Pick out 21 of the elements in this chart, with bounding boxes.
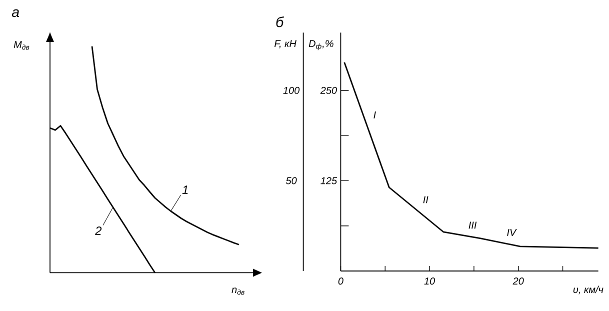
chart-title: б: [276, 16, 284, 28]
annotation: IV: [507, 228, 517, 236]
y2-axis-title: D$_{ф}$,%: [308, 40, 334, 50]
annotation: III: [468, 222, 477, 229]
y2-tick-label: 125: [320, 177, 338, 184]
line-series: [344, 62, 600, 249]
x-tick-label: 10: [424, 278, 436, 285]
annotation: II: [423, 196, 428, 204]
x-axis-title: n$_{дв}$: [232, 288, 244, 295]
y-axis-title: F, кН: [274, 40, 296, 48]
legend-label: 2: [95, 226, 102, 235]
chart-title: а: [12, 9, 20, 18]
y-axis-title: M$_{дв}$: [14, 41, 30, 50]
y-tick-label: 50: [286, 177, 297, 184]
y2-tick-label: 250: [320, 86, 337, 94]
y-tick-label: 100: [283, 86, 300, 94]
series-label: 1: [182, 186, 188, 194]
x-tick-label: 0: [338, 278, 344, 285]
x-tick-label: 20: [512, 278, 524, 285]
x-axis-title: υ, км/ч: [573, 286, 604, 294]
annotation: I: [374, 111, 376, 118]
